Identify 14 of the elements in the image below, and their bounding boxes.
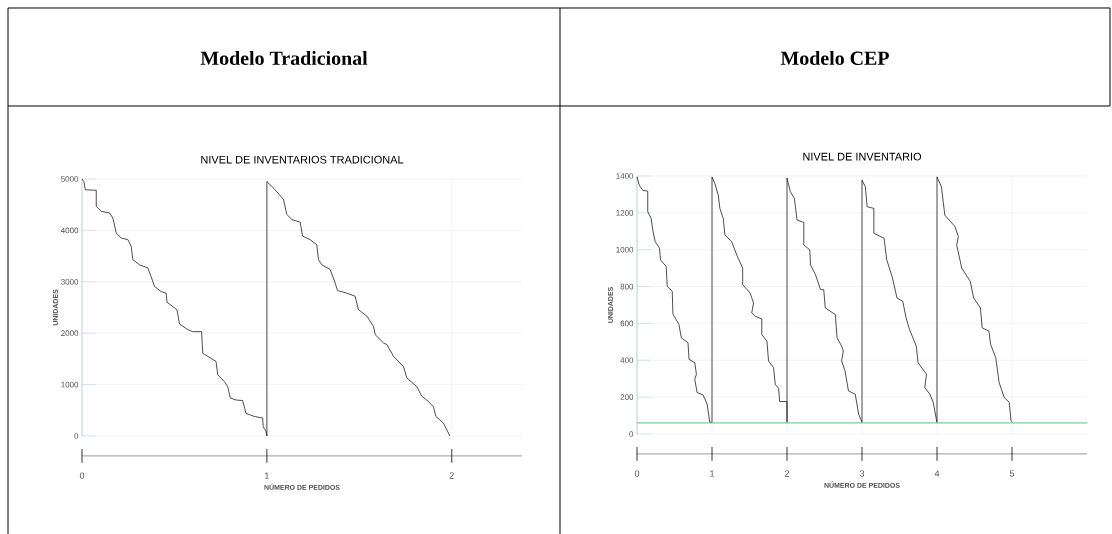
x-tick-label: 1	[265, 472, 269, 479]
chart-subtitle: NIVEL DE INVENTARIOS TRADICIONAL	[201, 155, 404, 164]
x-tick-label: 3	[859, 470, 865, 477]
x-tick-label: 5	[1009, 470, 1015, 477]
x-tick-label: 2	[449, 472, 454, 479]
chart-title: Modelo CEP	[780, 50, 889, 65]
x-tick-label: 2	[784, 470, 790, 477]
x-tick-label: 1	[710, 470, 715, 477]
chart-title: Modelo Tradicional	[200, 50, 368, 65]
line-series	[636, 176, 1014, 423]
x-tick-label: 4	[934, 470, 940, 477]
x-tick-label: 0	[79, 472, 85, 479]
x-tick-label: 0	[634, 470, 640, 477]
chart-subtitle: NIVEL DE INVENTARIO	[803, 152, 922, 161]
